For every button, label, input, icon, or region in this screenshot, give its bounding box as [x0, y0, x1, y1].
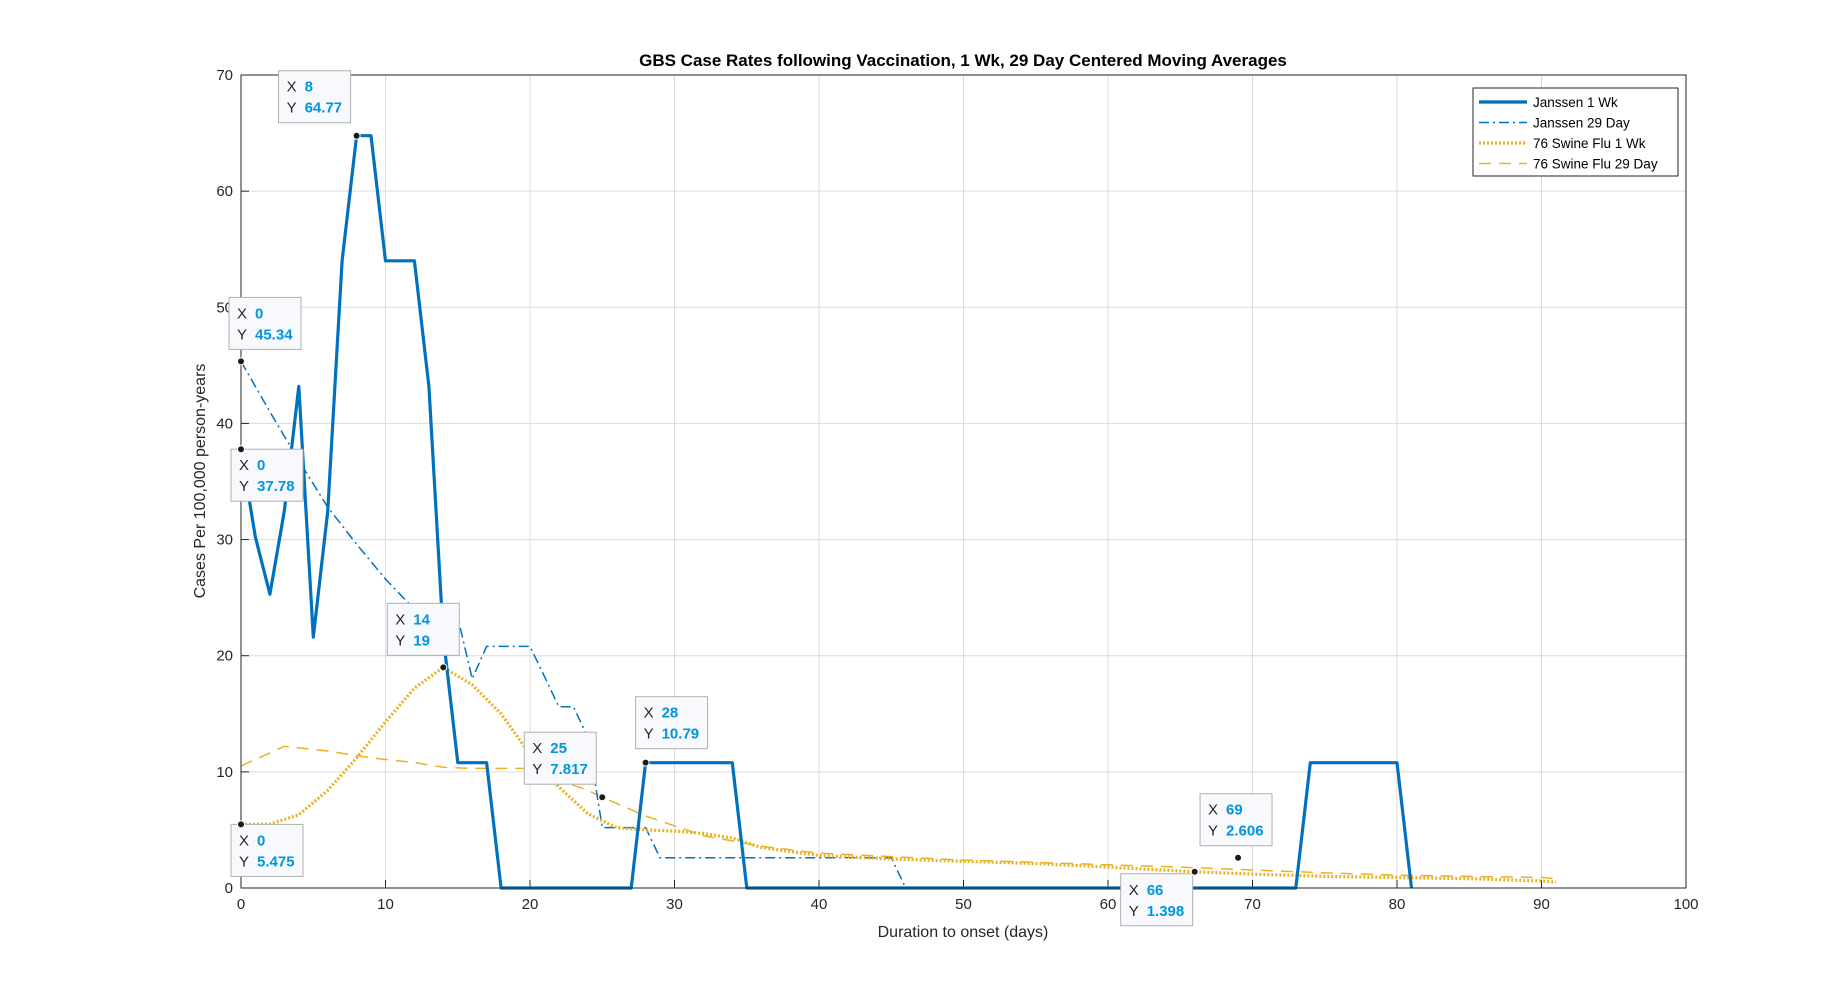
x-tick-label: 40 [811, 896, 828, 913]
datatip-x-key: X [532, 740, 542, 757]
legend: Janssen 1 Wk Janssen 29 Day 76 Swine Flu 1… [1472, 87, 1679, 177]
datatip-x-value: 66 [1147, 882, 1164, 899]
datatip-box [228, 296, 302, 350]
datatip-box [635, 696, 709, 750]
x-tick-label: 80 [1389, 896, 1406, 913]
datatip-y-value: 5.475 [257, 853, 295, 870]
x-tick-label: 20 [522, 896, 539, 913]
chart-title: GBS Case Rates following Vaccination, 1 … [639, 51, 1287, 70]
datatip-marker [237, 445, 245, 454]
datatip-x-value: 25 [550, 740, 567, 757]
datatip-box [278, 70, 352, 124]
x-tick-label: 100 [1673, 896, 1698, 913]
datatip-y-key: Y [395, 632, 405, 649]
y-tick-label: 60 [216, 183, 233, 200]
datatip-y-key: Y [239, 853, 249, 870]
datatip-box [523, 731, 597, 785]
datatip-y-key: Y [239, 478, 249, 495]
datatip-marker [352, 131, 361, 140]
datatip-marker [237, 820, 245, 829]
y-tick-label: 40 [216, 415, 233, 432]
x-tick-label: 30 [666, 896, 683, 913]
datatip-marker [641, 758, 650, 767]
y-tick-label: 10 [216, 764, 233, 781]
legend-label: Janssen 1 Wk [1533, 95, 1618, 110]
datatip-x-key: X [1208, 802, 1218, 819]
series-line-76-swine-flu-29-day [240, 745, 1557, 880]
x-tick-label: 10 [377, 896, 394, 913]
datatip-y-key: Y [1129, 903, 1139, 920]
datatip-x-key: X [239, 832, 249, 849]
y-tick-label: 0 [225, 880, 233, 897]
legend-label: 76 Swine Flu 1 Wk [1533, 136, 1646, 151]
datatip-x-value: 14 [413, 611, 430, 628]
y-tick-label: 20 [216, 648, 233, 665]
datatip-x-value: 69 [1226, 802, 1243, 819]
datatip-marker [1190, 867, 1199, 876]
x-tick-label: 60 [1100, 896, 1117, 913]
datatip-box [230, 823, 304, 877]
datatip-y-key: Y [532, 761, 542, 778]
datatip-x-value: 0 [257, 832, 265, 849]
datatip-box [1120, 873, 1194, 927]
x-tick-label: 90 [1533, 896, 1550, 913]
series-line-76-swine-flu-1-wk [240, 665, 1557, 884]
datatip-x-key: X [287, 79, 297, 96]
y-tick-label: 70 [216, 67, 233, 84]
datatip-x-key: X [395, 611, 405, 628]
y-tick-label: 30 [216, 532, 233, 549]
x-axis-label: Duration to onset (days) [878, 924, 1049, 941]
datatip-y-value: 64.77 [305, 100, 343, 117]
datatip-y-value: 45.34 [255, 326, 293, 343]
datatip-x-key: X [237, 305, 247, 322]
datatip-y-key: Y [287, 100, 297, 117]
y-axis-label: Cases Per 100,000 person-years [192, 364, 209, 599]
series-line-janssen-29-day [240, 361, 907, 889]
datatip-y-value: 1.398 [1147, 903, 1185, 920]
datatip-x-key: X [644, 705, 654, 722]
datatip-marker [598, 793, 607, 802]
x-tick-label: 70 [1244, 896, 1261, 913]
datatip-marker [1234, 853, 1243, 862]
datatip-y-value: 7.817 [550, 761, 588, 778]
datatip-x-value: 28 [662, 705, 679, 722]
datatip-y-key: Y [644, 726, 654, 743]
datatip-y-key: Y [237, 326, 247, 343]
datatip-box [1199, 793, 1273, 847]
datatip-x-value: 0 [255, 305, 263, 322]
datatip-x-key: X [1129, 882, 1139, 899]
x-tick-label: 50 [955, 896, 972, 913]
datatip-marker [439, 663, 448, 672]
datatip-y-value: 19 [413, 632, 430, 649]
datatip-y-value: 37.78 [257, 478, 295, 495]
legend-label: Janssen 29 Day [1533, 116, 1630, 131]
legend-label: 76 Swine Flu 29 Day [1533, 157, 1658, 172]
datatip-y-value: 10.79 [662, 726, 700, 743]
datatip-box [230, 448, 304, 502]
datatip-x-value: 8 [305, 79, 313, 96]
x-tick-label: 0 [237, 896, 245, 913]
datatip-y-value: 2.606 [1226, 823, 1264, 840]
datatip-marker [237, 357, 245, 366]
datatip-y-key: Y [1208, 823, 1218, 840]
grid [240, 74, 1687, 889]
datatips: X 8Y 64.77X 0Y 45.34X 0Y 37.78X 14Y 19X 28Y 10.79X… [228, 70, 1273, 927]
datatip-x-value: 0 [257, 457, 265, 474]
datatip-box [386, 602, 460, 656]
datatip-x-key: X [239, 457, 249, 474]
